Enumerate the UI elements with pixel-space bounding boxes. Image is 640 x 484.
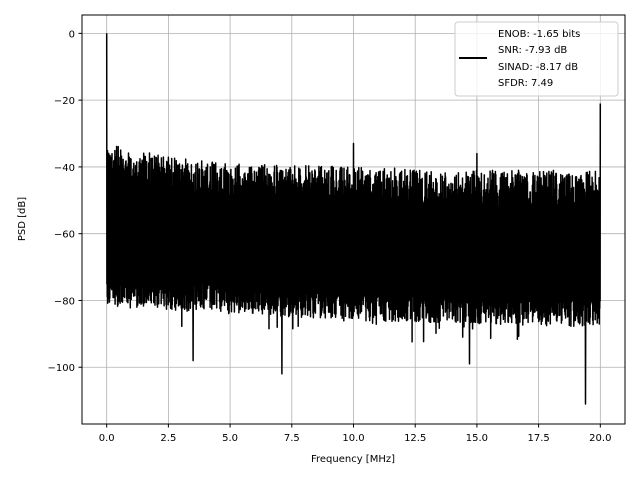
x-tick-label: 12.5 (404, 433, 426, 444)
y-tick-label: −100 (48, 363, 75, 374)
legend-snr: SNR: -7.93 dB (498, 45, 567, 56)
legend-sfdr: SFDR: 7.49 (498, 78, 553, 89)
legend-sinad: SINAD: -8.17 dB (498, 62, 578, 73)
x-tick-label: 0.0 (99, 433, 115, 444)
y-axis-label: PSD [dB] (17, 197, 28, 241)
x-tick-label: 7.5 (284, 433, 300, 444)
x-tick-label: 17.5 (527, 433, 549, 444)
x-axis-label: Frequency [MHz] (311, 454, 395, 465)
x-tick-label: 10.0 (342, 433, 364, 444)
legend-enob: ENOB: -1.65 bits (498, 29, 580, 40)
y-tick-label: 0 (69, 29, 75, 40)
y-tick-label: −80 (54, 296, 75, 307)
y-tick-label: −40 (54, 163, 75, 174)
y-tick-label: −60 (54, 230, 75, 241)
x-tick-label: 20.0 (589, 433, 611, 444)
y-tick-label: −20 (54, 96, 75, 107)
legend: ENOB: -1.65 bits SNR: -7.93 dB SINAD: -8… (455, 22, 618, 96)
x-tick-label: 15.0 (466, 433, 488, 444)
x-tick-label: 2.5 (160, 433, 176, 444)
x-tick-label: 5.0 (222, 433, 238, 444)
